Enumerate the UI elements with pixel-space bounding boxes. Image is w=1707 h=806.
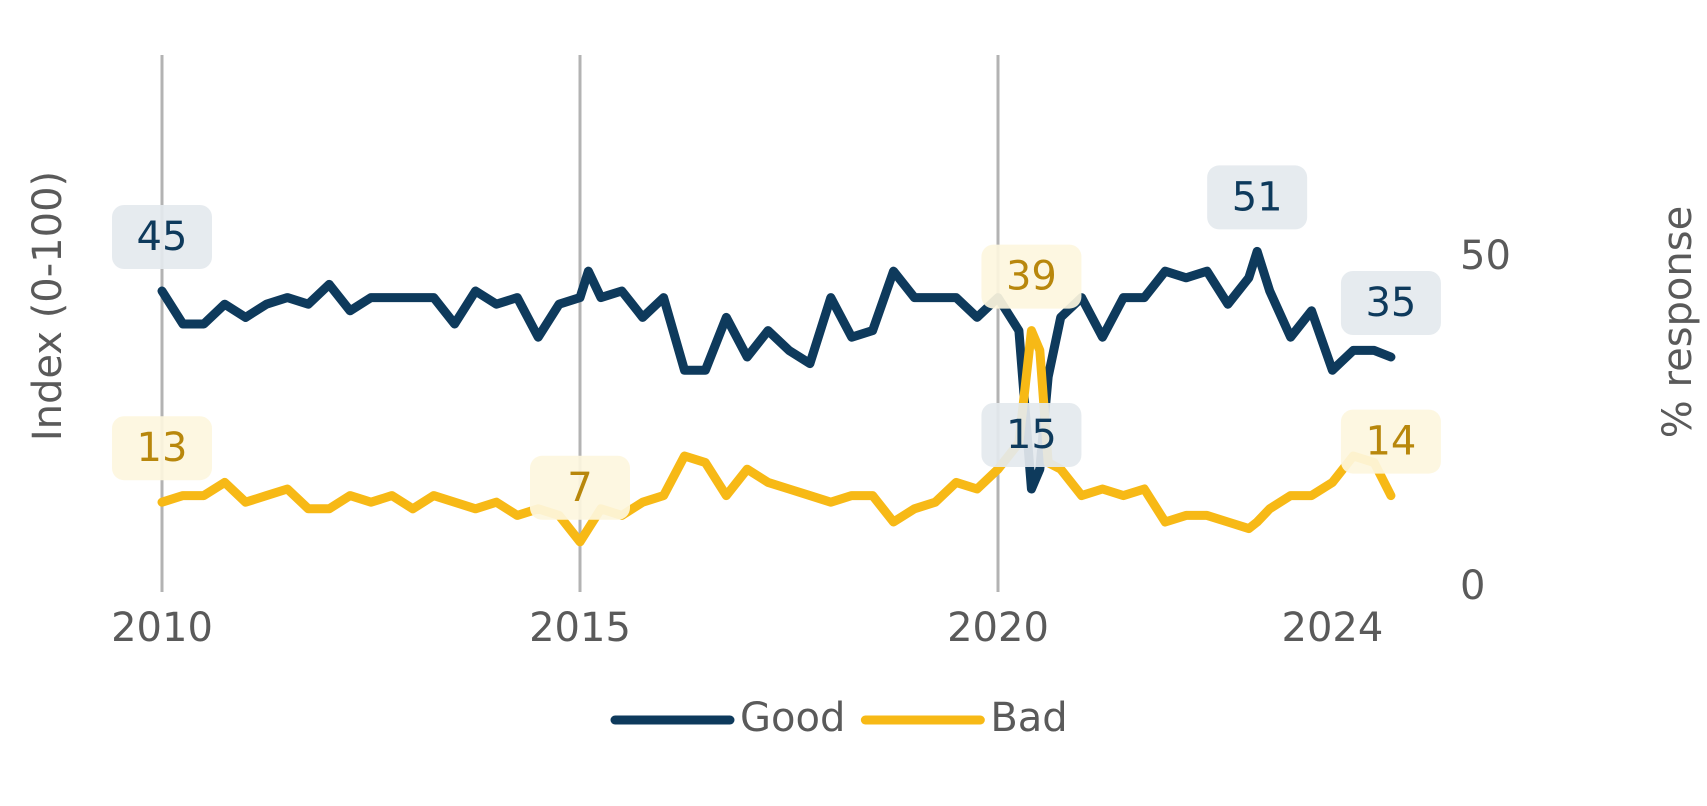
x-tick-label: 2024 <box>1282 605 1384 651</box>
x-tick-label: 2015 <box>529 605 631 651</box>
y-axis-title-left: Index (0-100) <box>25 171 71 441</box>
annotation: 15 <box>981 403 1082 467</box>
line-series <box>157 326 1396 547</box>
y-axis-title-right: % response <box>1655 206 1701 438</box>
annotation-label: 15 <box>1006 412 1057 458</box>
annotation-label: 45 <box>137 214 188 260</box>
legend-label: Good <box>740 695 845 741</box>
annotation-label: 7 <box>567 465 592 511</box>
x-tick-label: 2010 <box>111 605 213 651</box>
annotation: 35 <box>1340 271 1441 335</box>
annotation-label: 51 <box>1232 174 1283 220</box>
annotation-box <box>1340 409 1441 474</box>
annotation-box <box>112 416 212 481</box>
y-tick-label: 50 <box>1460 233 1511 279</box>
annotation: 7 <box>530 455 630 520</box>
annotation: 39 <box>981 244 1082 309</box>
annotation: 51 <box>1207 165 1308 230</box>
line-series <box>157 246 1396 494</box>
annotation: 13 <box>112 416 212 481</box>
annotation-label: 14 <box>1365 419 1416 465</box>
legend-label: Bad <box>990 695 1067 741</box>
y-tick-label: 0 <box>1460 563 1485 609</box>
annotation-label: 13 <box>137 425 188 471</box>
x-tick-label: 2020 <box>947 605 1049 651</box>
annotation-box <box>530 455 630 520</box>
annotation-box <box>981 244 1082 309</box>
annotation-box <box>1207 165 1308 230</box>
annotation: 45 <box>112 205 212 269</box>
annotation-box <box>112 205 212 269</box>
annotation-box <box>1340 271 1441 335</box>
annotation-label: 39 <box>1006 254 1057 300</box>
annotation-label: 35 <box>1365 280 1416 326</box>
annotation-box <box>981 403 1082 467</box>
annotation: 14 <box>1340 409 1441 474</box>
